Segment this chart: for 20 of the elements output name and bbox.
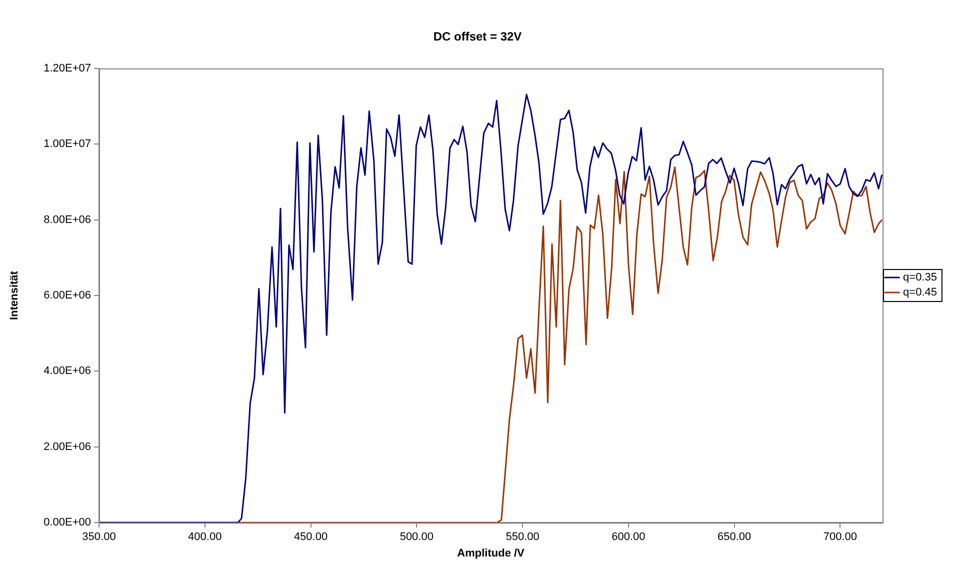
y-tick-label: 1.00E+07 — [44, 138, 91, 150]
x-tick-label: 650.00 — [717, 531, 752, 544]
x-tick-label: 400.00 — [188, 531, 222, 544]
legend-label: q=0.45 — [903, 286, 937, 299]
chart-title: DC offset = 32V — [433, 30, 522, 44]
y-tick-label: 8.00E+06 — [44, 214, 91, 226]
x-tick-label: 350.00 — [82, 531, 116, 544]
y-tick-label: 6.00E+06 — [44, 290, 91, 302]
y-axis-title: Intensität — [8, 270, 21, 320]
x-axis-title: Amplitude /V — [457, 547, 526, 560]
x-tick-label: 450.00 — [294, 531, 328, 544]
y-tick-label: 2.00E+06 — [44, 440, 91, 453]
y-tick-label: 1.20E+07 — [44, 62, 91, 74]
y-tick-label: 0.00E+00 — [44, 516, 91, 529]
x-tick-label: 700.00 — [823, 531, 858, 544]
legend-label: q=0.35 — [903, 272, 937, 284]
x-tick-label: 600.00 — [612, 531, 646, 544]
x-tick-label: 550.00 — [506, 531, 540, 544]
y-tick-label: 4.00E+06 — [44, 365, 91, 378]
x-tick-label: 500.00 — [400, 531, 434, 544]
